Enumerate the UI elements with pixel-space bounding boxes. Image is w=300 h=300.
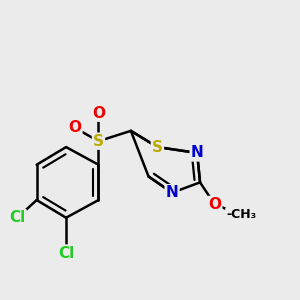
Text: N: N <box>166 185 178 200</box>
Text: O: O <box>92 106 105 121</box>
Text: N: N <box>191 146 203 160</box>
Text: Cl: Cl <box>58 246 74 261</box>
Text: S: S <box>93 134 104 149</box>
Text: S: S <box>152 140 163 154</box>
Text: O: O <box>68 120 81 135</box>
Text: O: O <box>208 197 221 212</box>
Text: -CH₃: -CH₃ <box>226 208 256 221</box>
Text: Cl: Cl <box>9 210 26 225</box>
